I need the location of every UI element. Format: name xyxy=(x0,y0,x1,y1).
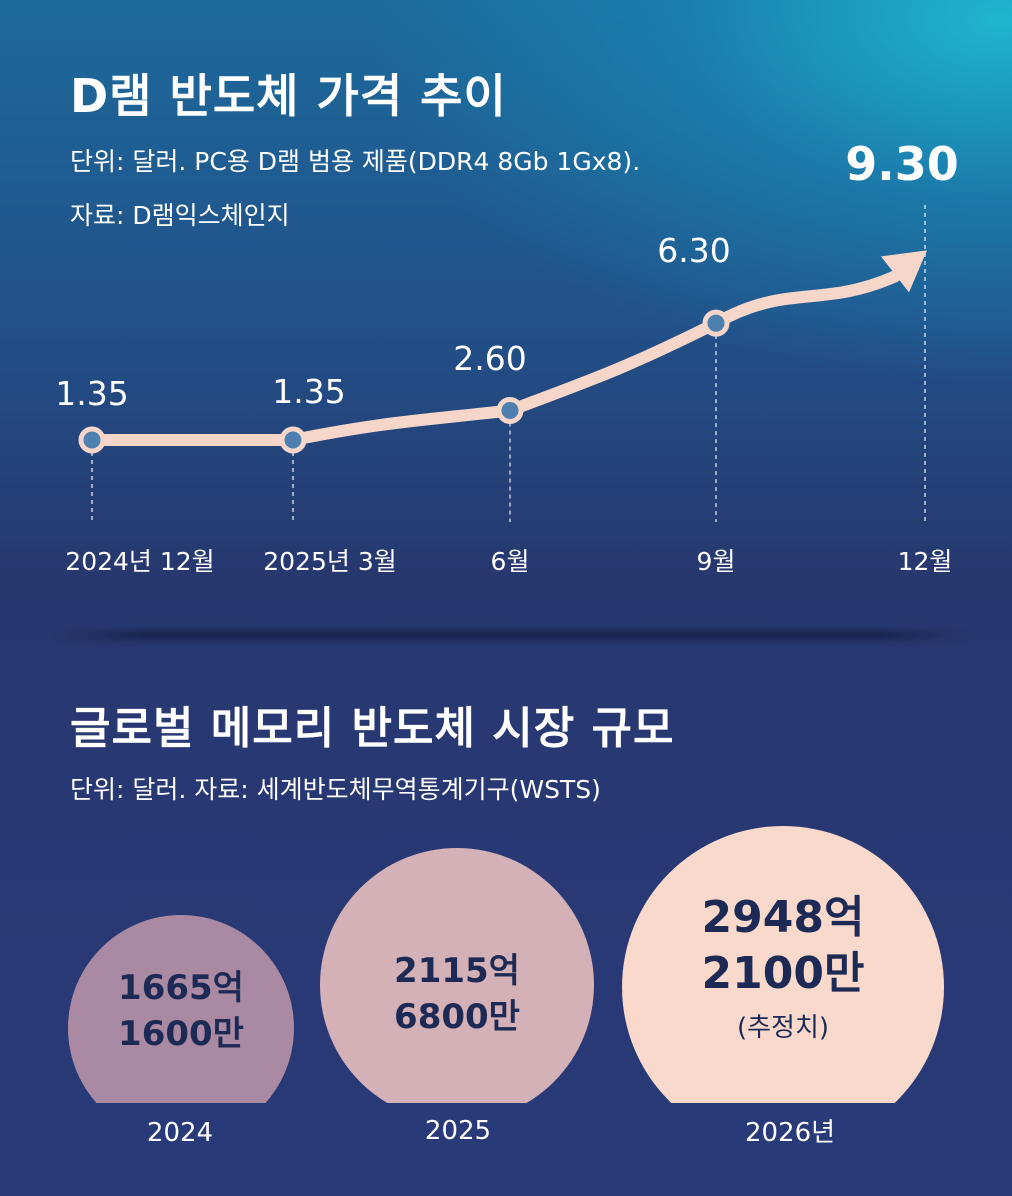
bubble-2024 xyxy=(68,915,294,1103)
data-point-2 xyxy=(496,397,524,424)
bubble-2024-value: 1665억 1600만 xyxy=(81,965,281,1057)
bubble-chart-subtitle: 단위: 달러. 자료: 세계반도체무역통계기구(WSTS) xyxy=(70,775,601,804)
value-label-4: 9.30 xyxy=(845,137,959,191)
bubble-2025 xyxy=(320,848,594,1103)
bubble-2025-value-line1: 2115억 xyxy=(394,951,520,991)
bubble-2024-value-line1: 1665억 xyxy=(118,968,244,1008)
bubble-2026-note: (추정치) xyxy=(736,1013,830,1043)
x-tick-label-0: 2024년 12월 xyxy=(65,547,214,576)
value-label-1: 1.35 xyxy=(272,372,345,411)
bubble-2025-value-line2: 6800만 xyxy=(394,997,520,1037)
dram-price-line-chart: 1.35 1.35 2.60 6.30 9.30 2024년 12월 2025년 3월 6월 9… xyxy=(55,137,959,576)
price-line-arrowhead xyxy=(881,250,927,293)
bubble-2026-value: 2948억 2100만 (추정치) xyxy=(663,890,903,1048)
bubble-year-label-2026: 2026년 xyxy=(744,1118,836,1148)
price-line xyxy=(86,270,901,446)
x-tick-label-2: 6월 xyxy=(491,547,530,576)
bubble-year-label-2025: 2025 xyxy=(424,1116,492,1146)
bubble-chart: 1665억 1600만 2115억 6800만 2948억 2100만 (추정치… xyxy=(68,826,944,1103)
bubble-chart-title: 글로벌 메모리 반도체 시장 규모 xyxy=(70,703,675,754)
bubble-2024-value-line2: 1600만 xyxy=(118,1014,244,1054)
value-label-3: 6.30 xyxy=(657,231,730,270)
bubble-2026-value-line1: 2948억 xyxy=(701,892,865,943)
x-tick-label-3: 9월 xyxy=(697,547,736,576)
data-point-0 xyxy=(78,426,106,454)
value-label-0: 1.35 xyxy=(55,374,128,413)
x-tick-label-1: 2025년 3월 xyxy=(263,547,396,576)
value-label-2: 2.60 xyxy=(453,339,526,378)
data-point-3 xyxy=(702,309,730,337)
line-chart-subtitle: 단위: 달러. PC용 D램 범용 제품(DDR4 8Gb 1Gx8). xyxy=(70,147,641,176)
line-chart-title: D램 반도체 가격 추이 xyxy=(70,69,507,123)
data-point-1 xyxy=(279,426,307,454)
section-divider xyxy=(55,630,967,640)
x-tick-label-4: 12월 xyxy=(898,547,953,576)
bubble-2025-value: 2115억 6800만 xyxy=(357,948,557,1040)
bubble-year-label-2024: 2024 xyxy=(146,1118,214,1148)
line-chart-source: 자료: D램익스체인지 xyxy=(70,201,290,230)
bubble-2026-value-line2: 2100만 xyxy=(701,948,865,999)
bubble-2026 xyxy=(622,826,944,1103)
